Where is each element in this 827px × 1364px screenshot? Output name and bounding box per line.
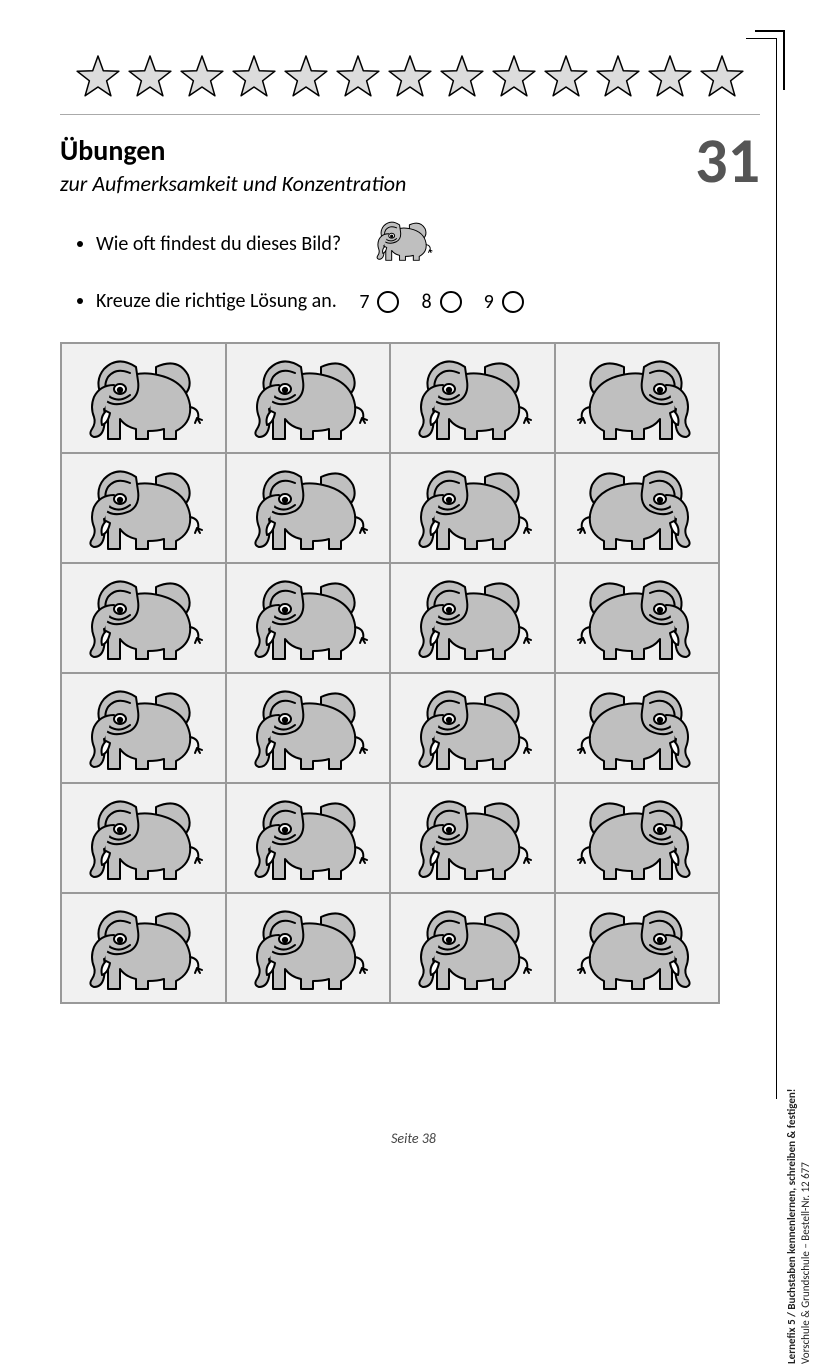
answer-checkbox[interactable] xyxy=(502,291,524,313)
credit-line-1: Lernefix 5 / Buchstaben kennenlernen, sc… xyxy=(784,1089,798,1364)
question-list: Wie oft findest du dieses Bild? Kreuze d… xyxy=(96,217,760,314)
grid-cell xyxy=(61,893,226,1003)
star-icon xyxy=(126,54,174,102)
answer-checkbox[interactable] xyxy=(377,291,399,313)
credit-line-2: Vorschule & Grundschule – Bestell-Nr. 12… xyxy=(799,1089,813,1364)
star-icon xyxy=(282,54,330,102)
star-icon xyxy=(230,54,278,102)
grid-cell xyxy=(390,343,555,453)
answer-label: 9 xyxy=(484,290,494,314)
divider xyxy=(60,114,760,115)
grid-cell xyxy=(61,343,226,453)
question-2-text: Kreuze die richtige Lösung an. xyxy=(96,289,337,313)
grid-cell xyxy=(555,453,720,563)
question-2: Kreuze die richtige Lösung an. 7 8 9 xyxy=(96,289,760,314)
star-icon xyxy=(334,54,382,102)
star-icon xyxy=(594,54,642,102)
grid-cell xyxy=(226,783,391,893)
star-icon xyxy=(178,54,226,102)
star-icon xyxy=(438,54,486,102)
grid-cell xyxy=(390,673,555,783)
star-icon xyxy=(490,54,538,102)
grid-cell xyxy=(61,673,226,783)
star-icon xyxy=(74,54,122,102)
header: Übungen zur Aufmerksamkeit und Konzentra… xyxy=(60,133,760,197)
star-icon xyxy=(542,54,590,102)
page-footer: Seite 38 xyxy=(0,1130,827,1147)
answer-options: 7 8 9 xyxy=(359,290,537,314)
grid-cell xyxy=(555,893,720,1003)
grid-cell xyxy=(390,783,555,893)
grid-cell xyxy=(61,783,226,893)
question-1-text: Wie oft findest du dieses Bild? xyxy=(96,232,341,256)
answer-label: 8 xyxy=(421,290,431,314)
grid-cell xyxy=(390,453,555,563)
grid-cell xyxy=(61,453,226,563)
star-icon xyxy=(698,54,746,102)
grid-cell xyxy=(226,673,391,783)
star-icon xyxy=(646,54,694,102)
grid-cell xyxy=(390,893,555,1003)
grid-cell xyxy=(555,563,720,673)
grid-cell xyxy=(555,673,720,783)
grid-cell xyxy=(61,563,226,673)
stars-row xyxy=(60,54,760,102)
grid-cell xyxy=(226,563,391,673)
elephant-grid xyxy=(60,342,720,1004)
page-content: Übungen zur Aufmerksamkeit und Konzentra… xyxy=(60,30,760,1004)
star-icon xyxy=(386,54,434,102)
grid-cell xyxy=(226,893,391,1003)
answer-label: 7 xyxy=(359,290,369,314)
page-subtitle: zur Aufmerksamkeit und Konzentration xyxy=(60,170,695,197)
question-1: Wie oft findest du dieses Bild? xyxy=(96,217,760,271)
publisher-credit: Lernefix 5 / Buchstaben kennenlernen, sc… xyxy=(784,1089,813,1364)
page-title: Übungen xyxy=(60,133,695,168)
grid-cell xyxy=(555,343,720,453)
grid-cell xyxy=(226,343,391,453)
answer-checkbox[interactable] xyxy=(440,291,462,313)
grid-cell xyxy=(390,563,555,673)
reference-elephant-icon xyxy=(371,217,435,271)
grid-cell xyxy=(226,453,391,563)
exercise-number: 31 xyxy=(695,129,760,193)
grid-cell xyxy=(555,783,720,893)
